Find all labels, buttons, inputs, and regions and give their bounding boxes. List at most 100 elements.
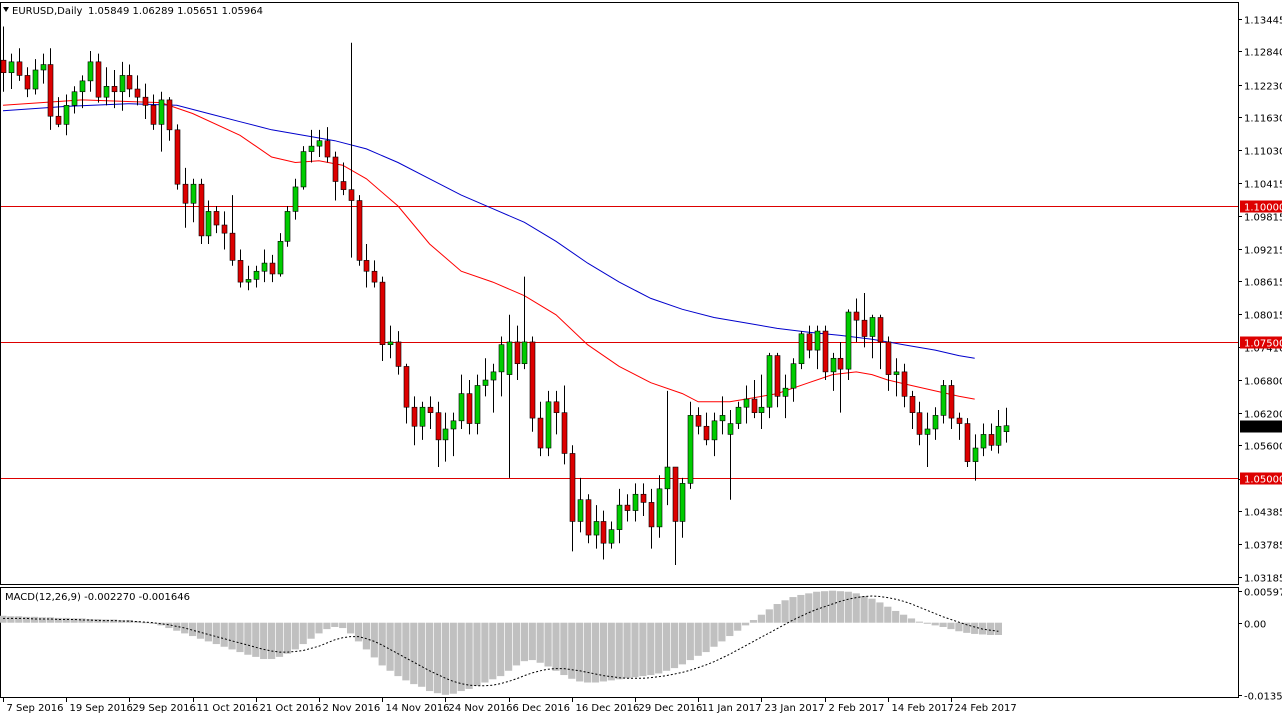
macd-bar	[512, 622, 521, 666]
hline-price-label: 1.10000	[1244, 203, 1282, 214]
macd-bar	[742, 622, 750, 626]
macd-bar	[876, 602, 884, 623]
macd-bar	[489, 622, 497, 680]
macd-bar	[718, 622, 726, 642]
time-tick-label: 2 Nov 2016	[323, 703, 381, 714]
macd-bar	[157, 622, 165, 626]
macd-bar	[299, 622, 307, 645]
macd-bar	[347, 622, 355, 634]
macd-bar	[900, 614, 908, 623]
macd-bar	[426, 622, 434, 692]
macd-bar	[986, 622, 995, 635]
macd-bar	[923, 622, 931, 624]
hline-labels: 1.10000 1.07500 1.05000	[1240, 200, 1282, 486]
candle-bear	[569, 453, 576, 522]
macd-bar	[907, 618, 916, 623]
time-tick-label: 19 Sep 2016	[70, 703, 133, 714]
time-tick-label: 11 Jan 2017	[702, 703, 762, 714]
candle-bear	[624, 504, 631, 511]
macd-bar	[228, 622, 236, 650]
candle-bear	[600, 521, 607, 544]
macd-bar	[354, 622, 363, 642]
macd-bar	[291, 622, 299, 650]
macd-bar	[283, 622, 291, 654]
macd-bar	[678, 622, 686, 665]
candle-bull	[190, 183, 197, 204]
candle-bull	[545, 401, 552, 449]
candle-bull	[814, 330, 821, 351]
candle-bear	[348, 189, 355, 201]
macd-bar	[189, 622, 197, 637]
candle-bear	[553, 401, 560, 413]
triangle-down-icon[interactable]	[3, 7, 9, 12]
macd-bar	[568, 622, 576, 679]
macd-bar	[117, 620, 126, 623]
candle-bear	[134, 88, 141, 98]
horizontal-lines[interactable]	[1, 206, 1238, 479]
macd-bar	[781, 600, 789, 623]
macd-histogram	[0, 590, 1002, 695]
macd-bar	[915, 621, 923, 623]
macd-bar	[149, 622, 157, 624]
candle-bull	[766, 355, 773, 408]
ohlc-values: 1.05849 1.06289 1.05651 1.05964	[88, 6, 263, 17]
macd-bar	[497, 622, 505, 677]
candle-bull	[790, 363, 797, 389]
hline-price-label-bg	[1240, 336, 1282, 349]
macd-header: MACD(12,26,9) -0.002270 -0.001646	[5, 592, 190, 603]
macd-bar	[433, 622, 442, 694]
candle-bull	[995, 425, 1002, 446]
price-tick-label: 1.12230	[1244, 82, 1282, 93]
candle-bear	[537, 417, 544, 449]
macd-bar	[70, 618, 78, 623]
macd-bar	[789, 597, 797, 623]
candle-bull	[458, 393, 465, 422]
macd-bar	[520, 622, 528, 662]
macd-bar	[0, 615, 7, 623]
macd-bar	[465, 622, 473, 689]
price-tick-label: 1.09215	[1244, 246, 1282, 257]
hline-price-label: 1.07500	[1244, 339, 1282, 350]
macd-bar	[797, 594, 805, 623]
candle-bull	[972, 447, 979, 462]
macd-bar	[252, 622, 260, 657]
price-tick-label: 1.12840	[1244, 48, 1282, 59]
candle-bull	[687, 415, 694, 484]
candle-bull	[8, 61, 15, 74]
hline-price-label-bg	[1240, 472, 1282, 485]
macd-signal-line	[3, 595, 999, 687]
candle-bull	[782, 387, 789, 397]
macd-bar	[852, 593, 860, 623]
macd-bar	[260, 622, 268, 660]
macd-bar	[236, 622, 244, 653]
candle-bear	[0, 59, 7, 74]
macd-bar	[418, 622, 426, 687]
macd-bar	[749, 620, 758, 623]
candle-bull	[419, 406, 426, 427]
macd-bar	[670, 622, 679, 669]
price-tick-label: 1.08015	[1244, 311, 1282, 322]
candle-bull	[711, 420, 718, 441]
price-axis: 1.13445 1.12840 1.12230 1.11630 1.11030 1.104…	[1238, 16, 1282, 585]
macd-bar	[46, 617, 54, 623]
macd-bar	[7, 616, 15, 623]
macd-bar	[441, 622, 449, 695]
candle-bear	[340, 181, 347, 190]
candle-bull	[940, 385, 947, 416]
candle-bull	[1003, 425, 1010, 433]
moving-average-slow	[2, 103, 975, 359]
macd-bar	[204, 622, 212, 642]
macd-bar	[623, 622, 631, 679]
candle-bull	[608, 529, 615, 544]
candle-bear	[956, 417, 963, 424]
macd-bar	[457, 622, 465, 692]
macd-bar	[813, 591, 821, 623]
candle-bear	[395, 341, 402, 367]
macd-bar	[331, 622, 339, 627]
macd-bar	[939, 622, 947, 627]
candle-bull	[490, 371, 497, 381]
candle-bull	[980, 434, 987, 449]
candle-bull	[924, 428, 931, 435]
macd-bar	[591, 622, 600, 683]
time-tick-label: 24 Nov 2016	[449, 703, 513, 714]
